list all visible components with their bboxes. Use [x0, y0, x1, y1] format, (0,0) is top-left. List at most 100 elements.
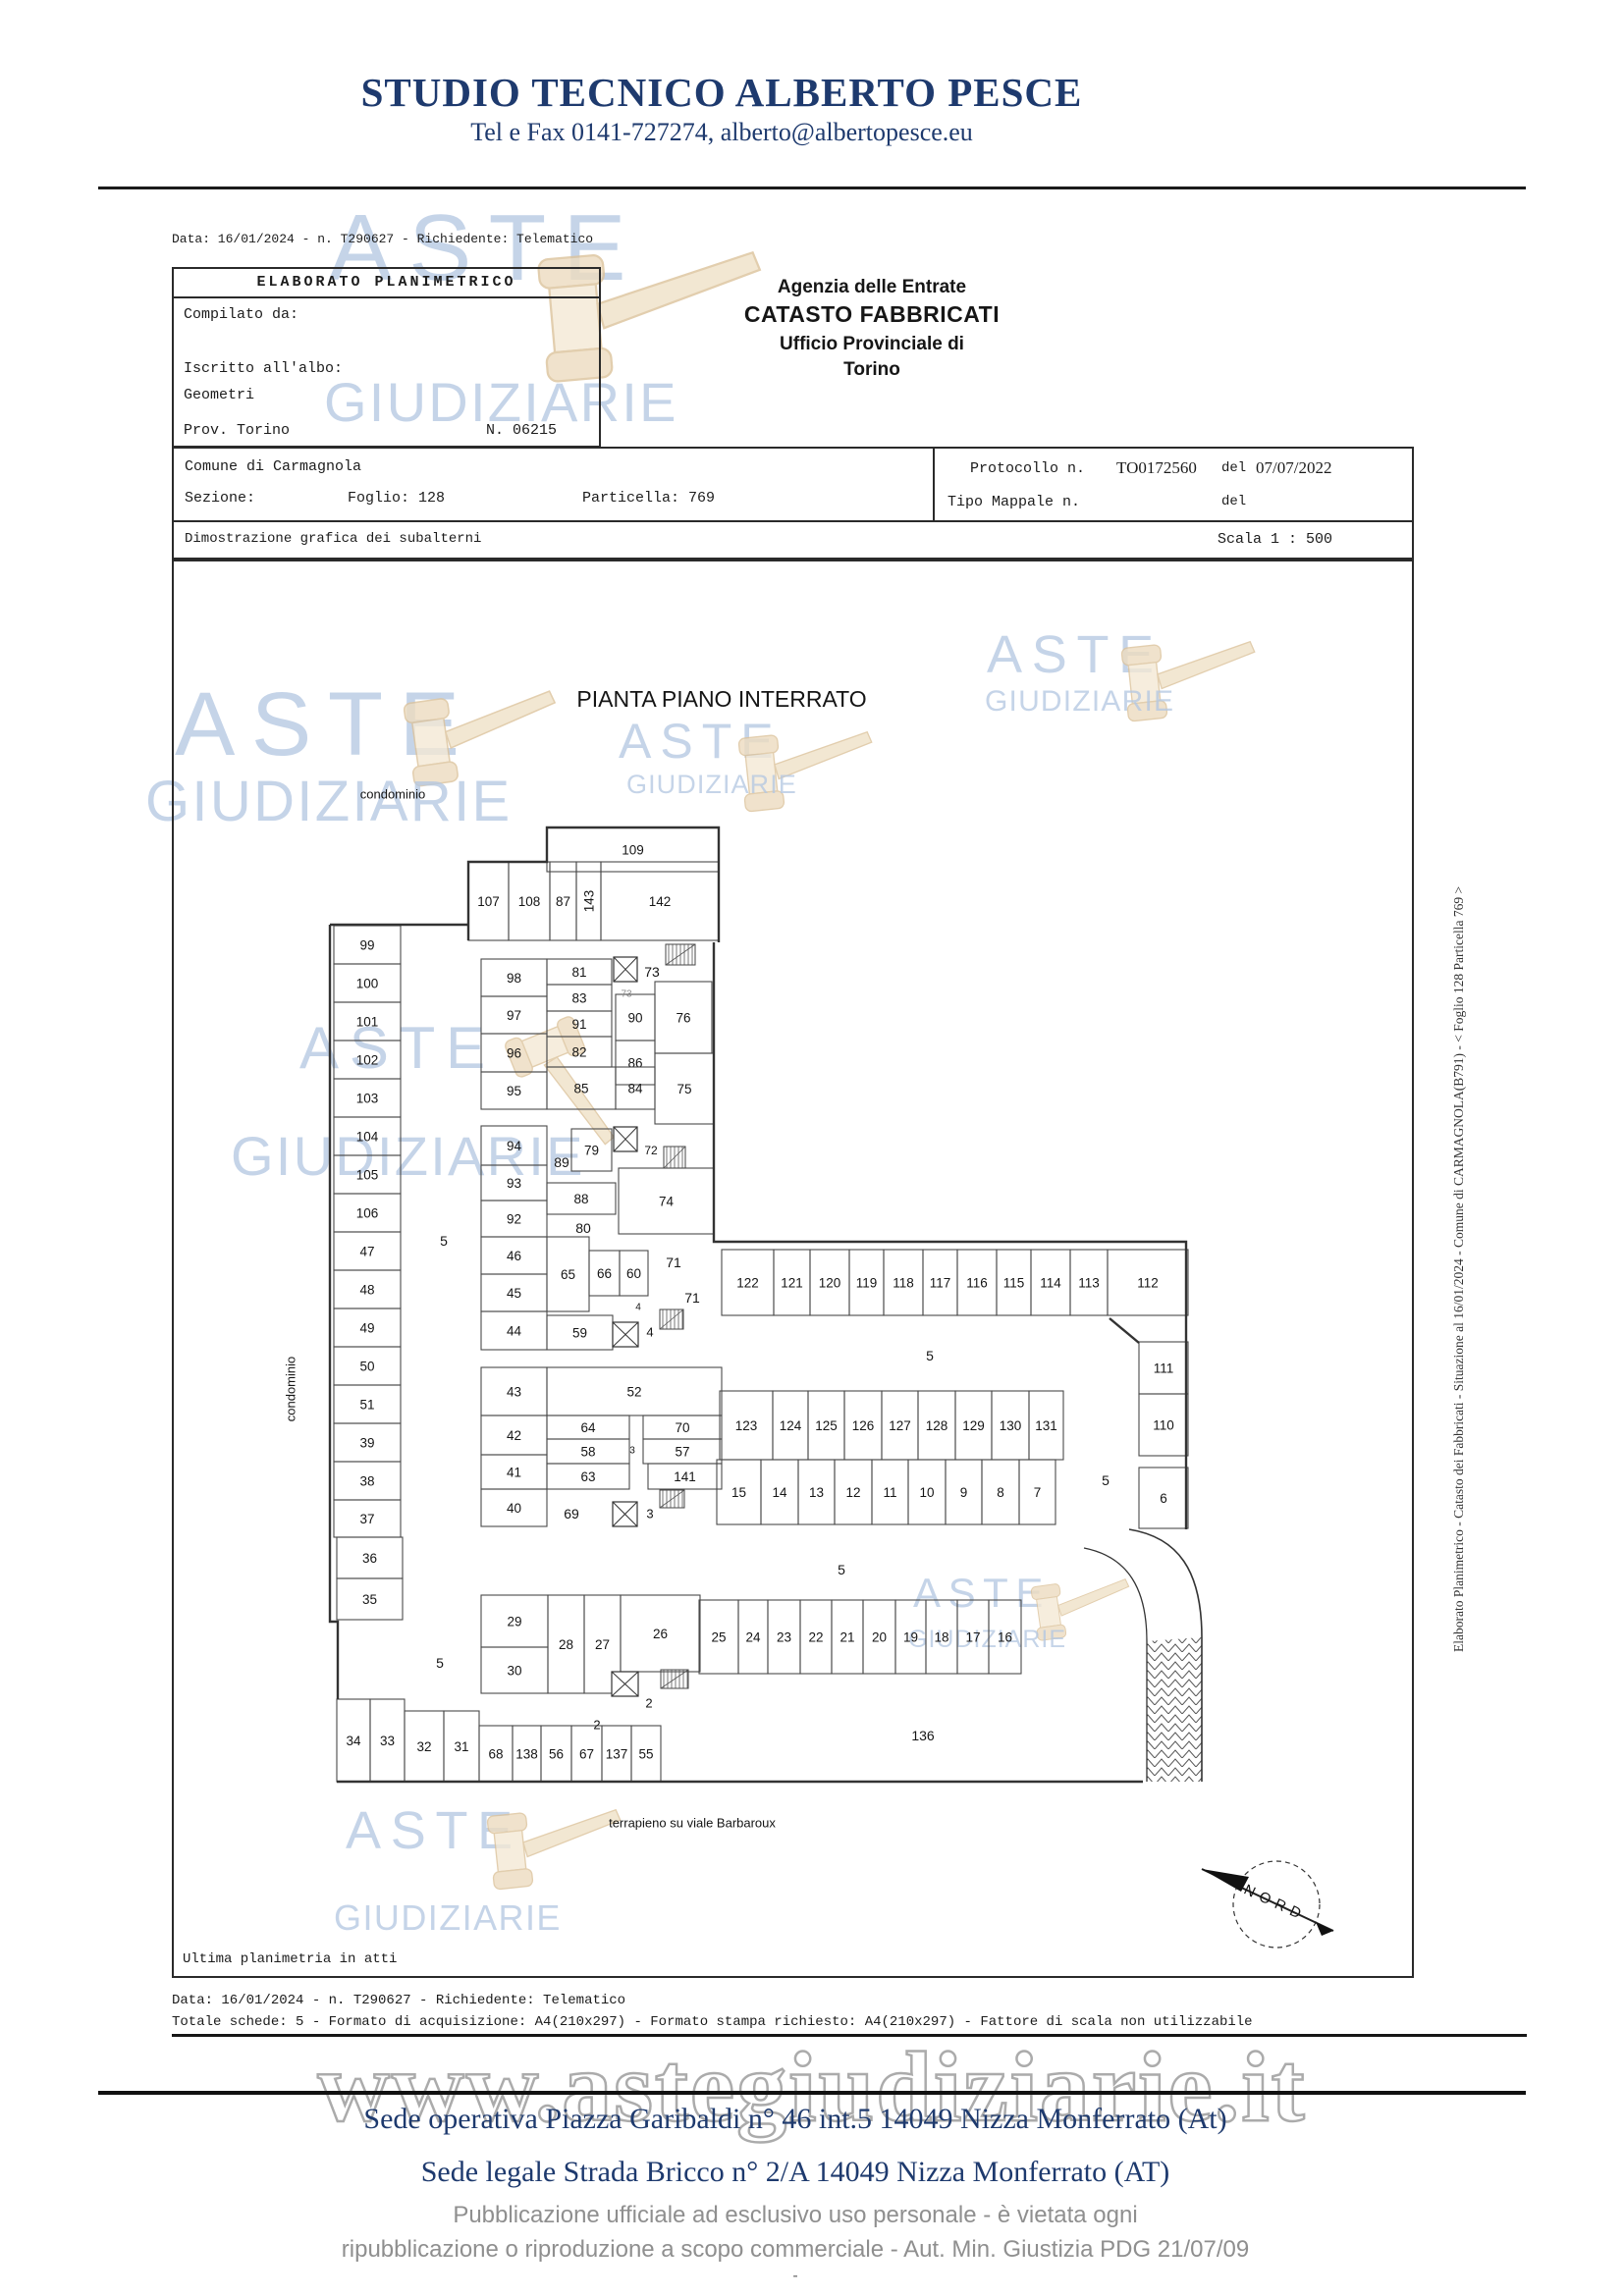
room-label: 122 — [736, 1275, 759, 1290]
stairs-diagonal — [660, 1669, 689, 1689]
plan-label: 136 — [911, 1728, 935, 1743]
room-label: 50 — [359, 1359, 374, 1373]
room-label: 130 — [1000, 1418, 1022, 1433]
plan-label: PIANTA PIANO INTERRATO — [576, 686, 866, 712]
room-label: 108 — [518, 894, 541, 909]
protocollo-label: Protocollo n. — [970, 460, 1086, 477]
room-label: 65 — [561, 1267, 575, 1282]
room-label: 125 — [815, 1418, 838, 1433]
room-label: 24 — [745, 1629, 761, 1644]
plan-label: NORD — [1241, 1882, 1309, 1925]
elaborato-box: ELABORATO PLANIMETRICO Compilato da: Isc… — [172, 267, 601, 448]
room-label: 66 — [597, 1266, 612, 1281]
room-label: 19 — [903, 1629, 918, 1644]
room-label: 113 — [1078, 1275, 1100, 1290]
room-label: 17 — [965, 1629, 980, 1644]
room-label: 112 — [1137, 1275, 1159, 1290]
room-label: 127 — [889, 1418, 911, 1433]
room-label: 93 — [507, 1176, 521, 1191]
ramp-outer-wall — [1128, 1528, 1203, 1782]
room — [1018, 1459, 1056, 1525]
room-label: 20 — [872, 1629, 887, 1644]
room-label: 63 — [580, 1469, 595, 1484]
wall — [712, 942, 1188, 1529]
ultima-planimetria-note: Ultima planimetria in atti — [183, 1951, 398, 1967]
room-label: 119 — [856, 1275, 878, 1290]
room-label: 14 — [772, 1485, 787, 1500]
plan-label: 5 — [436, 1655, 444, 1671]
room-label: 28 — [559, 1637, 573, 1652]
provincia-label: Prov. Torino — [184, 422, 291, 439]
room-label: 88 — [573, 1192, 588, 1206]
room-label: 118 — [893, 1275, 914, 1290]
plan-label: 3 — [646, 1507, 653, 1522]
room-label: 86 — [627, 1055, 642, 1070]
scala-value: Scala 1 : 500 — [1218, 531, 1333, 548]
del-label: del — [1221, 460, 1247, 476]
room-label: 87 — [556, 894, 570, 909]
agenzia-line3: Ufficio Provinciale di — [780, 334, 964, 354]
compass-arrowhead — [1202, 1869, 1249, 1892]
room-label: 95 — [507, 1084, 521, 1098]
room-label: 34 — [346, 1734, 361, 1748]
room-label: 116 — [966, 1275, 988, 1290]
room-label: 29 — [507, 1614, 521, 1629]
plan-label: 72 — [644, 1144, 658, 1157]
room-label: 75 — [677, 1082, 691, 1096]
room-label: 102 — [356, 1052, 379, 1067]
room — [619, 1250, 649, 1297]
room-label: 101 — [356, 1014, 379, 1029]
room-label: 40 — [507, 1501, 521, 1516]
plan-label: 71 — [666, 1255, 681, 1270]
plan-label: condominio — [284, 1357, 298, 1422]
compass-circle — [1232, 1860, 1321, 1949]
room-label: 35 — [362, 1592, 377, 1607]
room — [1107, 1249, 1189, 1316]
room-label: 22 — [808, 1629, 823, 1644]
room-label: 124 — [780, 1418, 802, 1433]
room-label: 59 — [572, 1325, 587, 1340]
elaborato-title: ELABORATO PLANIMETRICO — [174, 269, 599, 298]
room-label: 31 — [454, 1739, 468, 1754]
plan-label: 5 — [838, 1562, 845, 1577]
room-label: 49 — [359, 1320, 374, 1335]
wall — [466, 826, 721, 942]
tipo-mappale-label: Tipo Mappale n. — [947, 494, 1081, 510]
room-label: 98 — [507, 971, 521, 986]
plan-label: 73 — [644, 964, 660, 980]
room-label: 99 — [359, 937, 374, 952]
room-label: 94 — [507, 1139, 522, 1153]
plan-label: 73 — [621, 989, 632, 1000]
room-label: 143 — [581, 890, 596, 913]
sede-legale: Sede legale Strada Bricco n° 2/A 14049 N… — [420, 2156, 1170, 2188]
footer-divider — [98, 2091, 1526, 2095]
stairs-diagonal — [665, 943, 696, 966]
room-label: 57 — [675, 1444, 689, 1459]
room-label: 18 — [934, 1629, 948, 1644]
stairs-diagonal — [663, 1146, 686, 1169]
sezione-label: Sezione: — [185, 490, 256, 507]
iscritto-label: Iscritto all'albo: — [184, 360, 344, 377]
room-label: 92 — [507, 1211, 521, 1226]
room-label: 114 — [1040, 1275, 1061, 1290]
room-label: 25 — [711, 1629, 726, 1644]
room-label: 48 — [359, 1282, 374, 1297]
room-label: 117 — [930, 1275, 951, 1290]
room-label: 107 — [477, 894, 500, 909]
request-data-line: Data: 16/01/2024 - n. T290627 - Richiede… — [172, 232, 594, 246]
room-label: 52 — [626, 1384, 641, 1399]
wall — [1109, 1317, 1140, 1344]
room — [647, 1463, 723, 1490]
room-label: 111 — [1154, 1361, 1174, 1375]
room-label: 7 — [1034, 1485, 1042, 1500]
shaft-cross — [613, 1126, 638, 1152]
comune-protocollo-row: Comune di Carmagnola Sezione: Foglio: 12… — [172, 447, 1414, 522]
plan-label: 5 — [1102, 1472, 1110, 1488]
compilato-label: Compilato da: — [184, 306, 299, 323]
room — [546, 1182, 617, 1215]
plan-label: 71 — [684, 1290, 700, 1306]
albo-number: N. 06215 — [486, 422, 558, 439]
room — [1138, 1393, 1189, 1457]
room-label: 21 — [839, 1629, 854, 1644]
footer-dash: - — [792, 2268, 798, 2284]
